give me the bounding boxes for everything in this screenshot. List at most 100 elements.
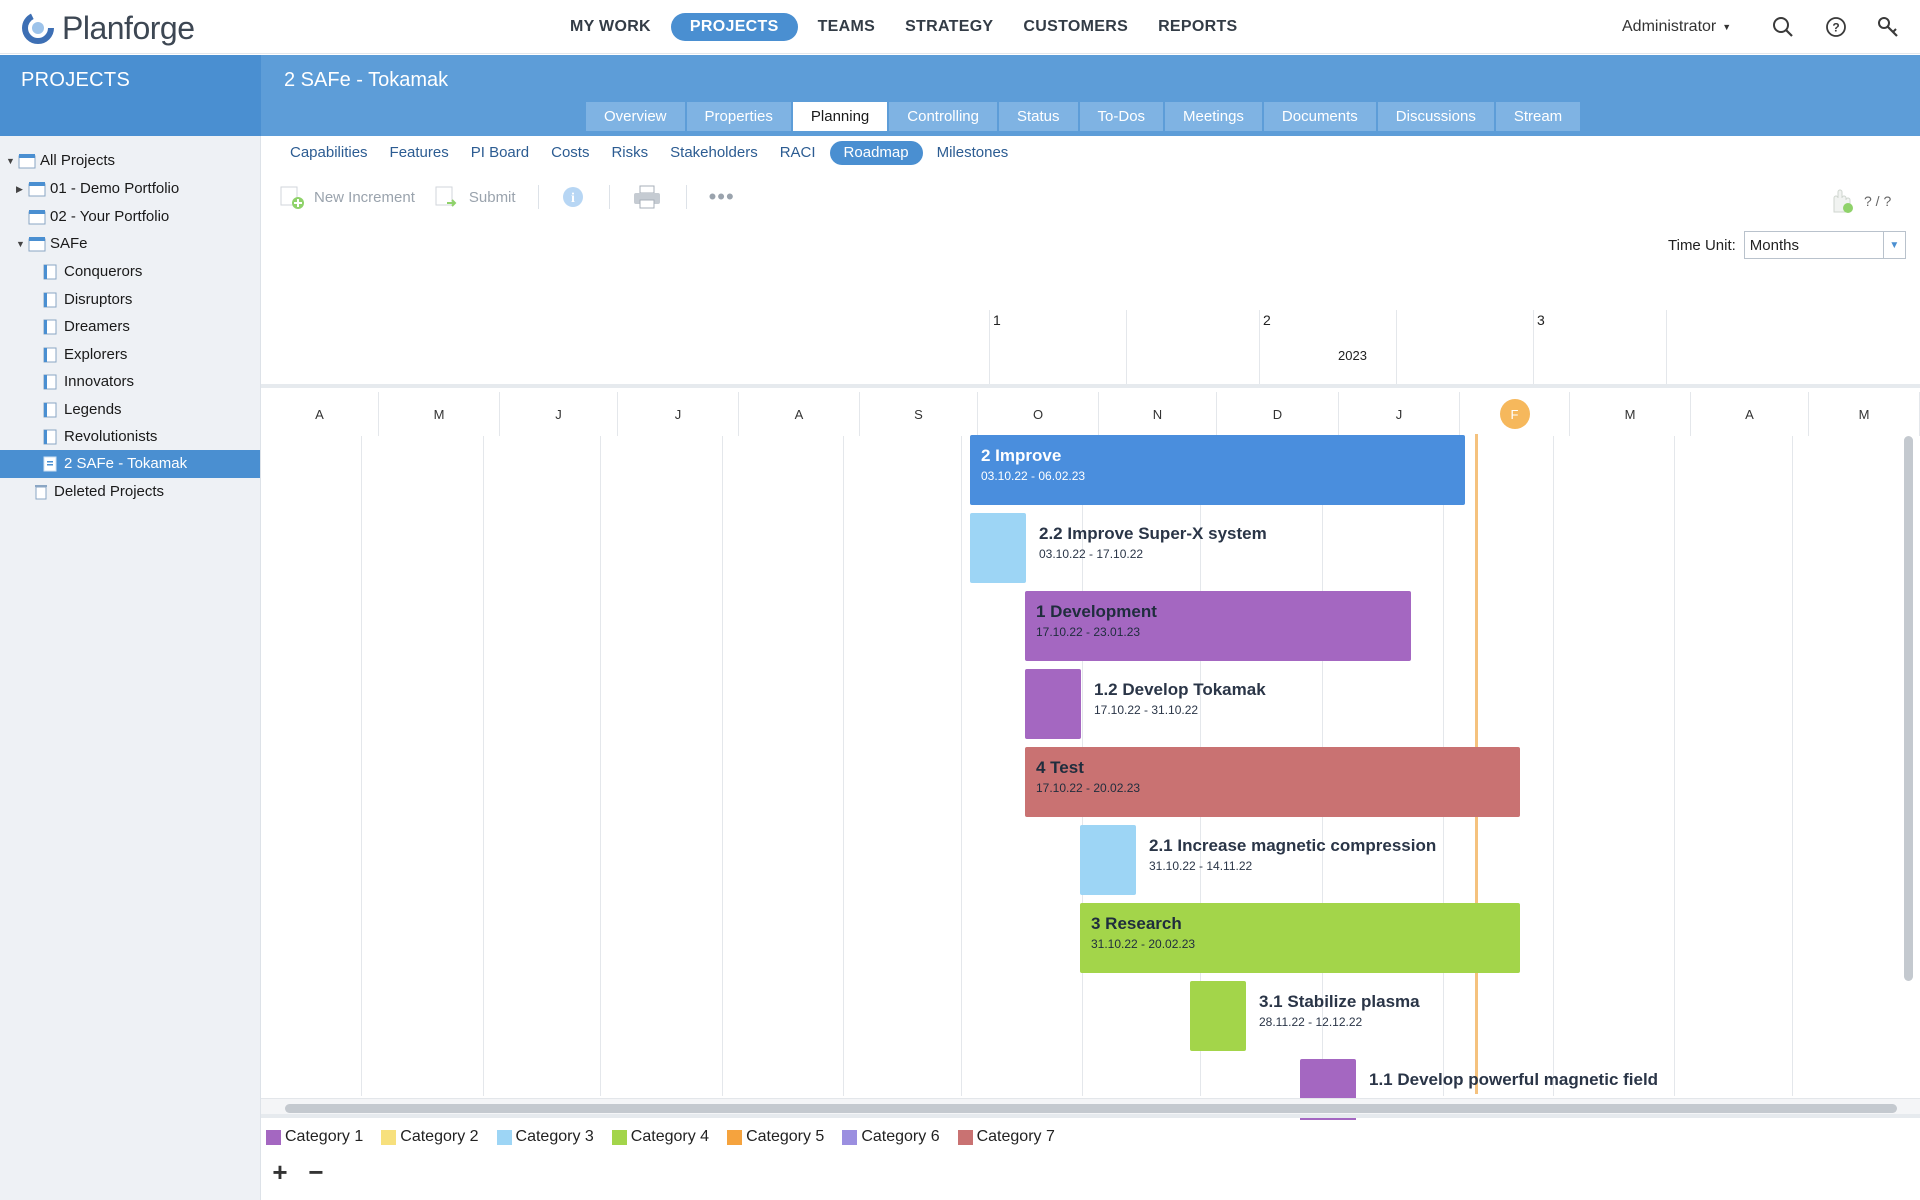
project-title: 2 SAFe - Tokamak bbox=[284, 69, 449, 91]
horizontal-scrollbar[interactable] bbox=[285, 1104, 1897, 1113]
subnav-risks[interactable]: Risks bbox=[611, 144, 649, 161]
tab-planning[interactable]: Planning bbox=[792, 102, 888, 131]
tree-label: SAFe bbox=[50, 235, 88, 252]
roadmap-bar[interactable] bbox=[970, 513, 1026, 583]
subnav-milestones[interactable]: Milestones bbox=[936, 144, 1009, 161]
legend-item: Category 5 bbox=[727, 1128, 824, 1146]
tree-item-dreamers[interactable]: Dreamers bbox=[42, 315, 130, 339]
roadmap-bar-label: 1.2 Develop Tokamak 17.10.22 - 31.10.22 bbox=[1094, 680, 1266, 717]
print-icon[interactable] bbox=[632, 184, 662, 210]
tree-item-your-portfolio[interactable]: 02 - Your Portfolio bbox=[28, 205, 169, 229]
info-icon[interactable]: i bbox=[561, 185, 585, 209]
subnav-capabilities[interactable]: Capabilities bbox=[290, 144, 368, 161]
tab-status[interactable]: Status bbox=[999, 102, 1078, 131]
team-project-icon bbox=[43, 402, 57, 418]
tree-item-disruptors[interactable]: Disruptors bbox=[42, 288, 132, 312]
nav-teams[interactable]: TEAMS bbox=[817, 18, 876, 35]
month-header: A M J J A S O N D J F M A M bbox=[261, 384, 1920, 436]
toolbar-divider bbox=[685, 185, 687, 209]
roadmap-bar[interactable] bbox=[1080, 903, 1520, 973]
planning-subnav: Capabilities Features PI Board Costs Ris… bbox=[282, 141, 1016, 165]
quarter-divider bbox=[1533, 310, 1534, 384]
submit-icon bbox=[435, 186, 457, 207]
tree-label: All Projects bbox=[40, 152, 116, 169]
team-project-icon bbox=[43, 319, 57, 335]
tree-item-safe-tokamak[interactable]: 2 SAFe - Tokamak bbox=[0, 450, 260, 478]
quarter-divider bbox=[1126, 310, 1127, 384]
subnav-roadmap[interactable]: Roadmap bbox=[829, 141, 923, 165]
tree-item-safe[interactable]: ▼ SAFe bbox=[16, 232, 88, 256]
nav-my-work[interactable]: MY WORK bbox=[570, 18, 651, 35]
month-cell: A bbox=[1691, 392, 1809, 436]
month-cell-today: F bbox=[1460, 392, 1570, 436]
help-icon[interactable]: ? bbox=[1825, 16, 1847, 38]
month-cell: M bbox=[379, 392, 500, 436]
tab-meetings[interactable]: Meetings bbox=[1165, 102, 1262, 131]
roadmap-bar[interactable] bbox=[1025, 669, 1081, 739]
tree-item-all-projects[interactable]: ▼ All Projects bbox=[6, 149, 115, 173]
tree-item-revolutionists[interactable]: Revolutionists bbox=[42, 425, 157, 449]
tab-stream[interactable]: Stream bbox=[1495, 102, 1581, 131]
tab-documents[interactable]: Documents bbox=[1263, 102, 1376, 131]
app-logo[interactable]: Planforge bbox=[20, 8, 195, 48]
submit-button[interactable]: Submit bbox=[433, 183, 516, 211]
vertical-scrollbar[interactable] bbox=[1904, 436, 1913, 981]
new-increment-button[interactable]: New Increment bbox=[278, 183, 415, 211]
roadmap-bar[interactable] bbox=[1025, 747, 1520, 817]
zoom-out-button[interactable]: − bbox=[308, 1157, 324, 1187]
subnav-pi-board[interactable]: PI Board bbox=[470, 144, 530, 161]
tree-item-innovators[interactable]: Innovators bbox=[42, 370, 134, 394]
tab-discussions[interactable]: Discussions bbox=[1377, 102, 1494, 131]
team-project-icon bbox=[43, 374, 57, 390]
collapsed-arrow-icon[interactable]: ▶ bbox=[16, 184, 23, 194]
quarter-divider bbox=[1396, 310, 1397, 384]
tree-item-conquerors[interactable]: Conquerors bbox=[42, 260, 142, 284]
time-unit-select[interactable]: Months ▼ bbox=[1743, 231, 1906, 259]
roadmap-bar[interactable] bbox=[1080, 825, 1136, 895]
tree-item-explorers[interactable]: Explorers bbox=[42, 343, 127, 367]
tree-item-deleted-projects[interactable]: Deleted Projects bbox=[32, 480, 164, 504]
roadmap-bar-label: 1 Development 17.10.22 - 23.01.23 bbox=[1036, 602, 1157, 639]
more-options-icon[interactable]: ••• bbox=[708, 184, 735, 209]
tree-item-demo-portfolio[interactable]: ▶ 01 - Demo Portfolio bbox=[16, 177, 179, 201]
zoom-in-button[interactable]: + bbox=[272, 1157, 288, 1187]
portfolio-icon bbox=[28, 237, 46, 252]
portfolio-icon bbox=[28, 210, 46, 225]
grid-line bbox=[722, 436, 723, 1096]
subnav-raci[interactable]: RACI bbox=[779, 144, 816, 161]
roadmap-bar[interactable] bbox=[970, 435, 1465, 505]
nav-reports[interactable]: REPORTS bbox=[1158, 18, 1238, 35]
year-label: 2023 bbox=[1338, 348, 1367, 363]
toolbar-divider bbox=[608, 185, 610, 209]
tab-overview[interactable]: Overview bbox=[586, 102, 685, 131]
expanded-arrow-icon[interactable]: ▼ bbox=[6, 156, 15, 166]
subnav-costs[interactable]: Costs bbox=[551, 144, 590, 161]
admin-key-icon[interactable] bbox=[1877, 16, 1899, 38]
expanded-arrow-icon[interactable]: ▼ bbox=[16, 239, 25, 249]
tree-item-legends[interactable]: Legends bbox=[42, 398, 122, 422]
tree-label: 01 - Demo Portfolio bbox=[50, 180, 180, 197]
quarter-label: 1 bbox=[993, 312, 1001, 328]
quarter-divider bbox=[1666, 310, 1667, 384]
nav-customers[interactable]: CUSTOMERS bbox=[1023, 18, 1129, 35]
roadmap-bar[interactable] bbox=[1025, 591, 1411, 661]
grid-line bbox=[361, 436, 362, 1096]
roadmap-bar[interactable] bbox=[1190, 981, 1246, 1051]
tree-label: Revolutionists bbox=[64, 428, 158, 445]
search-icon[interactable] bbox=[1772, 16, 1794, 38]
dropdown-arrow-icon[interactable]: ▼ bbox=[1882, 232, 1905, 258]
nav-strategy[interactable]: STRATEGY bbox=[905, 18, 994, 35]
tab-properties[interactable]: Properties bbox=[686, 102, 791, 131]
nav-projects[interactable]: PROJECTS bbox=[670, 13, 798, 41]
subnav-features[interactable]: Features bbox=[389, 144, 449, 161]
subnav-stakeholders[interactable]: Stakeholders bbox=[670, 144, 758, 161]
tab-todos[interactable]: To-Dos bbox=[1079, 102, 1164, 131]
grid-line bbox=[1553, 436, 1554, 1096]
help-hint[interactable]: ? / ? bbox=[1826, 186, 1891, 216]
month-cell: J bbox=[1339, 392, 1460, 436]
user-menu[interactable]: Administrator ▼ bbox=[1622, 18, 1731, 36]
legend-item: Category 2 bbox=[381, 1128, 479, 1146]
grid-line bbox=[1674, 436, 1675, 1096]
legend-swatch bbox=[842, 1129, 858, 1145]
tab-controlling[interactable]: Controlling bbox=[889, 102, 997, 131]
